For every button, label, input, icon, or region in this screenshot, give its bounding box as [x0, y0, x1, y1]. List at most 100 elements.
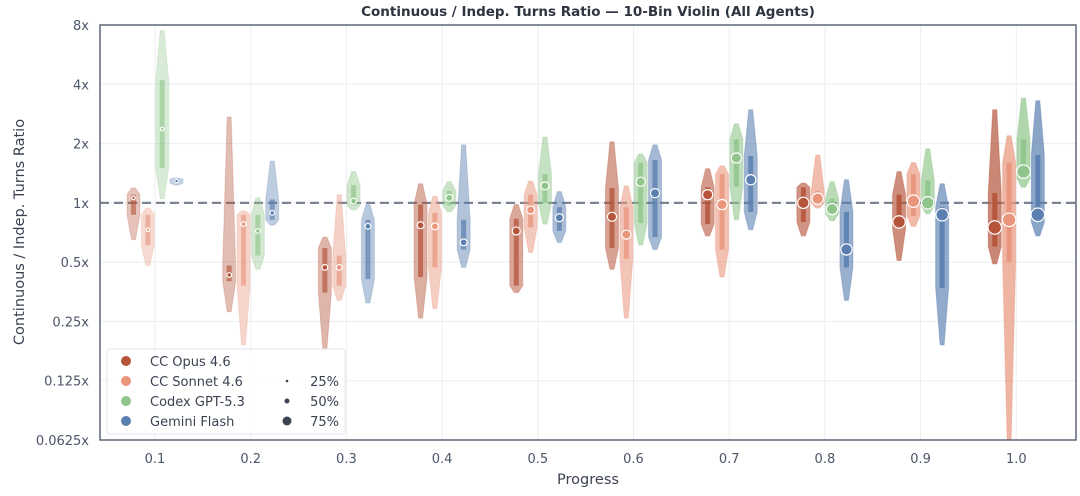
median-marker: [635, 176, 646, 187]
violin: [236, 210, 251, 346]
violin-iqr-box: [159, 80, 165, 169]
legend-label: Gemini Flash: [150, 415, 234, 430]
y-tick-label: 0.0625x: [36, 434, 89, 449]
violin: [987, 109, 1003, 265]
violin: [700, 168, 715, 237]
violin: [552, 191, 567, 243]
violin: [810, 154, 825, 209]
median-marker: [716, 198, 728, 211]
median-marker: [1016, 164, 1031, 180]
median-marker: [240, 221, 247, 228]
violin: [825, 181, 840, 222]
x-tick-label: 0.7: [719, 452, 740, 467]
violin: [743, 109, 758, 231]
median-marker: [159, 126, 165, 132]
y-tick-label: 0.5x: [61, 256, 90, 271]
size-legend-label: 50%: [310, 395, 339, 410]
violin: [935, 183, 950, 346]
violin-iqr-box: [269, 199, 275, 220]
violin-iqr-box: [418, 204, 424, 278]
violin: [413, 183, 428, 319]
violin: [250, 197, 265, 270]
x-tick-label: 0.4: [432, 452, 453, 467]
plot-frame: [99, 24, 1077, 441]
size-legend-label: 25%: [310, 375, 339, 390]
violin: [715, 165, 730, 278]
median-marker: [701, 189, 714, 201]
median-marker: [554, 213, 564, 223]
median-marker: [416, 221, 425, 230]
legend-label: CC Sonnet 4.6: [150, 375, 243, 390]
median-marker: [430, 222, 439, 231]
y-tick-label: 8x: [73, 19, 89, 34]
violin-iqr-box: [255, 214, 261, 256]
median-marker: [649, 188, 661, 199]
violin: [1016, 97, 1031, 188]
y-tick-label: 2x: [73, 138, 89, 153]
x-tick-label: 0.1: [145, 452, 166, 467]
median-marker: [906, 194, 921, 208]
median-marker: [987, 220, 1003, 235]
x-tick-label: 0.2: [240, 452, 261, 467]
x-tick-label: 0.6: [623, 452, 644, 467]
legend-label: Codex GPT-5.3: [150, 395, 245, 410]
size-legend-marker: [282, 416, 292, 426]
median-marker: [511, 226, 521, 236]
violin-iqr-box: [432, 212, 438, 268]
x-tick-label: 0.9: [910, 452, 931, 467]
size-legend-label: 75%: [310, 415, 339, 430]
violin: [648, 144, 663, 250]
median-marker: [254, 228, 261, 234]
violin: [920, 148, 935, 215]
x-tick-label: 0.5: [527, 452, 548, 467]
median-marker: [364, 222, 372, 230]
violin: [346, 171, 361, 211]
median-marker: [174, 178, 179, 184]
violin: [633, 153, 648, 246]
violin: [892, 171, 907, 261]
x-tick-label: 1.0: [1006, 452, 1027, 467]
legend-label: CC Opus 4.6: [150, 355, 231, 370]
median-marker: [321, 263, 329, 271]
violin: [509, 204, 524, 294]
median-marker: [145, 227, 151, 233]
legend-marker-3: [121, 396, 131, 406]
legend-box: [106, 348, 346, 435]
violin: [604, 141, 619, 270]
violin-iqr-box: [1020, 139, 1026, 179]
violin: [523, 180, 538, 253]
violin-iqr-box: [130, 194, 136, 215]
violin-iqr-box: [992, 193, 998, 247]
median-marker: [840, 243, 853, 256]
violin: [729, 123, 744, 221]
median-marker: [797, 196, 810, 210]
median-marker: [540, 181, 550, 191]
violin: [839, 179, 854, 301]
violin-iqr-box: [652, 160, 658, 238]
y-tick-label: 0.25x: [52, 315, 89, 330]
y-axis: 8x 4x 2x 1x 0.5x 0.25x 0.125x 0.0625x: [36, 19, 89, 449]
median-marker: [920, 196, 935, 210]
violin: [222, 116, 237, 313]
violin: [332, 194, 347, 301]
x-axis: 0.1 0.2 0.3 0.4 0.5 0.6 0.7 0.8 0.9 1.0: [145, 452, 1027, 467]
x-axis-label: Progress: [557, 472, 619, 488]
median-marker: [606, 211, 618, 222]
violin: [1001, 135, 1017, 441]
median-marker: [350, 197, 358, 205]
median-marker: [745, 174, 757, 186]
violin-iqr-box: [705, 187, 711, 225]
violin: [427, 195, 442, 310]
violin: [360, 204, 375, 304]
median-marker: [445, 193, 454, 202]
median-marker: [935, 207, 949, 222]
median-marker: [621, 229, 632, 240]
violin-iqr-box: [939, 207, 945, 288]
violin-body: [222, 116, 237, 313]
grid: [100, 24, 1076, 441]
median-marker: [730, 152, 743, 164]
violin: [155, 30, 170, 200]
violin: [796, 182, 811, 237]
violin-iqr-box: [365, 219, 371, 280]
